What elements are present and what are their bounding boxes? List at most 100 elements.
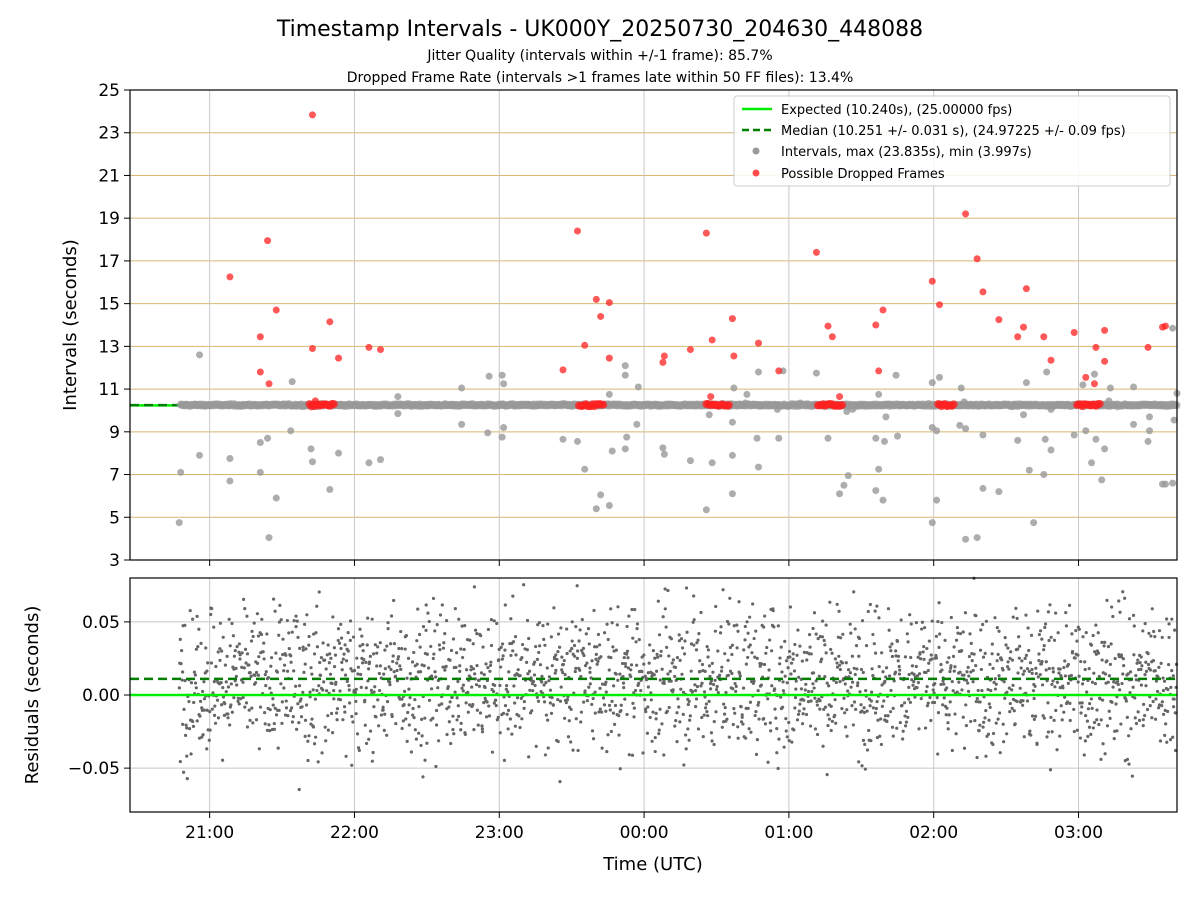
residual-point [617, 733, 621, 737]
residual-point [525, 648, 529, 652]
residual-point [412, 716, 416, 720]
residual-point [1052, 638, 1057, 642]
residual-point [337, 641, 342, 645]
residual-point [334, 680, 338, 684]
residual-point [654, 669, 659, 673]
residual-point [280, 700, 284, 704]
residual-point [254, 670, 259, 675]
residual-point [1075, 639, 1079, 643]
residual-point [413, 698, 417, 702]
residual-point [570, 620, 574, 624]
residual-point [1021, 672, 1025, 676]
residual-point [597, 710, 601, 714]
residual-point [421, 775, 425, 779]
interval-point [196, 451, 204, 459]
residual-point [178, 760, 182, 764]
residual-point [437, 643, 442, 647]
x-tick-label: 03:00 [1054, 823, 1103, 843]
residual-point [583, 664, 588, 668]
residual-point [623, 697, 627, 701]
residual-point [425, 741, 429, 745]
residual-point [1054, 708, 1058, 713]
residual-point [241, 695, 245, 700]
residual-point [618, 767, 622, 771]
residual-point [248, 671, 252, 675]
residual-point [677, 639, 681, 643]
residual-point [732, 624, 736, 628]
interval-point [573, 437, 581, 445]
residual-point [1149, 634, 1153, 638]
residual-point [400, 647, 404, 651]
residual-point [1142, 702, 1146, 706]
residual-point [1013, 722, 1017, 726]
residual-point [475, 663, 479, 668]
residual-point [297, 684, 302, 688]
residual-point [860, 619, 865, 623]
residual-point [456, 714, 461, 719]
residual-point [332, 646, 337, 650]
residual-point [885, 719, 889, 724]
residual-point [542, 683, 546, 687]
residual-point [346, 649, 350, 653]
residual-point [728, 596, 732, 600]
residual-point [591, 696, 595, 701]
residual-point [445, 732, 449, 737]
residual-point [520, 717, 524, 721]
residual-point [1151, 659, 1156, 663]
residual-point [218, 647, 222, 651]
residual-point [1125, 715, 1129, 719]
residual-point [311, 725, 316, 729]
residual-point [432, 652, 436, 656]
residual-point [906, 640, 910, 644]
residual-point [1157, 629, 1162, 633]
residual-point [630, 753, 635, 757]
residual-point [532, 660, 537, 664]
residual-point [187, 699, 191, 704]
residual-point [1118, 610, 1122, 614]
residual-point [460, 686, 464, 690]
residual-point [294, 625, 298, 629]
residual-point [245, 725, 250, 729]
residual-point [479, 671, 484, 675]
residual-point [722, 702, 726, 706]
residual-point [468, 703, 472, 707]
residual-point [508, 717, 512, 721]
residual-point [1167, 662, 1171, 667]
residual-point [788, 655, 792, 659]
residual-point [1006, 646, 1010, 650]
residual-point [395, 668, 399, 673]
residual-point [920, 627, 924, 631]
residual-point [447, 720, 451, 724]
interval-point [1043, 368, 1051, 376]
residual-point [1131, 685, 1135, 689]
residual-point [971, 680, 975, 684]
residual-point [1069, 673, 1073, 678]
residual-point [538, 663, 543, 667]
top-plot-points [175, 111, 1181, 543]
residual-point [679, 637, 684, 641]
interval-point [730, 384, 738, 392]
residual-point [644, 710, 648, 714]
residual-point [673, 665, 678, 670]
residual-point [356, 746, 361, 750]
residual-point [324, 667, 328, 671]
residual-point [1036, 609, 1040, 613]
residual-point [856, 681, 860, 685]
residual-point [503, 603, 507, 607]
residual-point [472, 727, 476, 732]
dropped-frame-point [1040, 333, 1048, 341]
residual-point [810, 689, 814, 694]
residual-point [345, 679, 349, 684]
residual-point [259, 632, 264, 637]
residual-point [687, 699, 691, 703]
residual-point [226, 712, 230, 716]
interval-point [956, 421, 964, 429]
residual-point [914, 620, 919, 625]
residual-point [1017, 656, 1021, 660]
residual-point [724, 690, 728, 695]
residual-point [846, 668, 851, 672]
residual-point [1146, 662, 1151, 667]
residual-point [272, 721, 276, 726]
residual-point [726, 673, 731, 677]
residual-point [343, 643, 347, 647]
